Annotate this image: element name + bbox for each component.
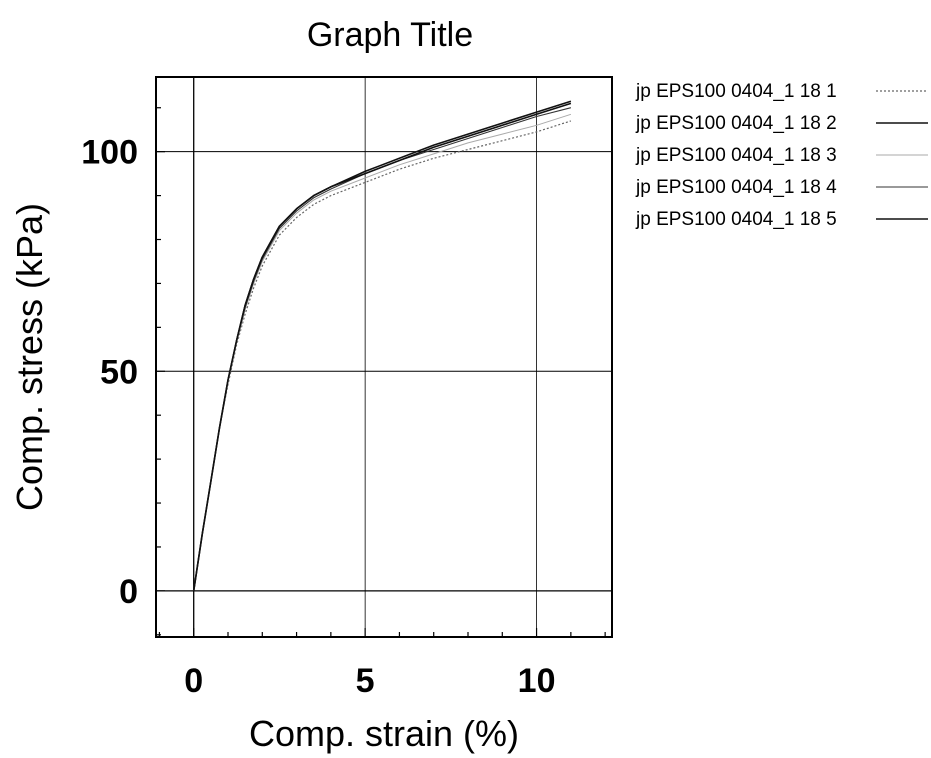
x-tick-label: 0 — [184, 662, 203, 700]
y-axis-label: Comp. stress (kPa) — [9, 203, 50, 511]
plot-series — [192, 100, 572, 592]
plot-frame — [155, 76, 613, 638]
series-line-5 — [192, 102, 572, 592]
legend-label-5: jp EPS100 0404_1 18 5 — [635, 209, 837, 230]
y-tick-label: 100 — [81, 134, 138, 172]
legend-label-4: jp EPS100 0404_1 18 4 — [635, 177, 837, 198]
series-line-4 — [193, 107, 572, 591]
series-line-2 — [192, 100, 572, 592]
series-line-1 — [193, 120, 572, 591]
chart-title: Graph Title — [307, 16, 473, 54]
x-tick-label: 10 — [518, 662, 556, 700]
axis-ticks — [156, 107, 606, 637]
legend-label-1: jp EPS100 0404_1 18 1 — [635, 81, 837, 102]
x-tick-labels: 0 5 10 — [184, 662, 555, 700]
y-tick-labels: 0 50 100 — [81, 134, 138, 611]
series-line-3 — [193, 113, 572, 591]
x-tick-label: 5 — [356, 662, 375, 700]
grid — [156, 77, 612, 637]
legend-label-2: jp EPS100 0404_1 18 2 — [635, 113, 837, 134]
x-axis-label: Comp. strain (%) — [249, 713, 519, 754]
legend: jp EPS100 0404_1 18 1 jp EPS100 0404_1 18… — [635, 81, 928, 230]
y-tick-label: 50 — [100, 353, 138, 391]
y-tick-label: 0 — [119, 573, 138, 611]
legend-label-3: jp EPS100 0404_1 18 3 — [635, 145, 837, 166]
